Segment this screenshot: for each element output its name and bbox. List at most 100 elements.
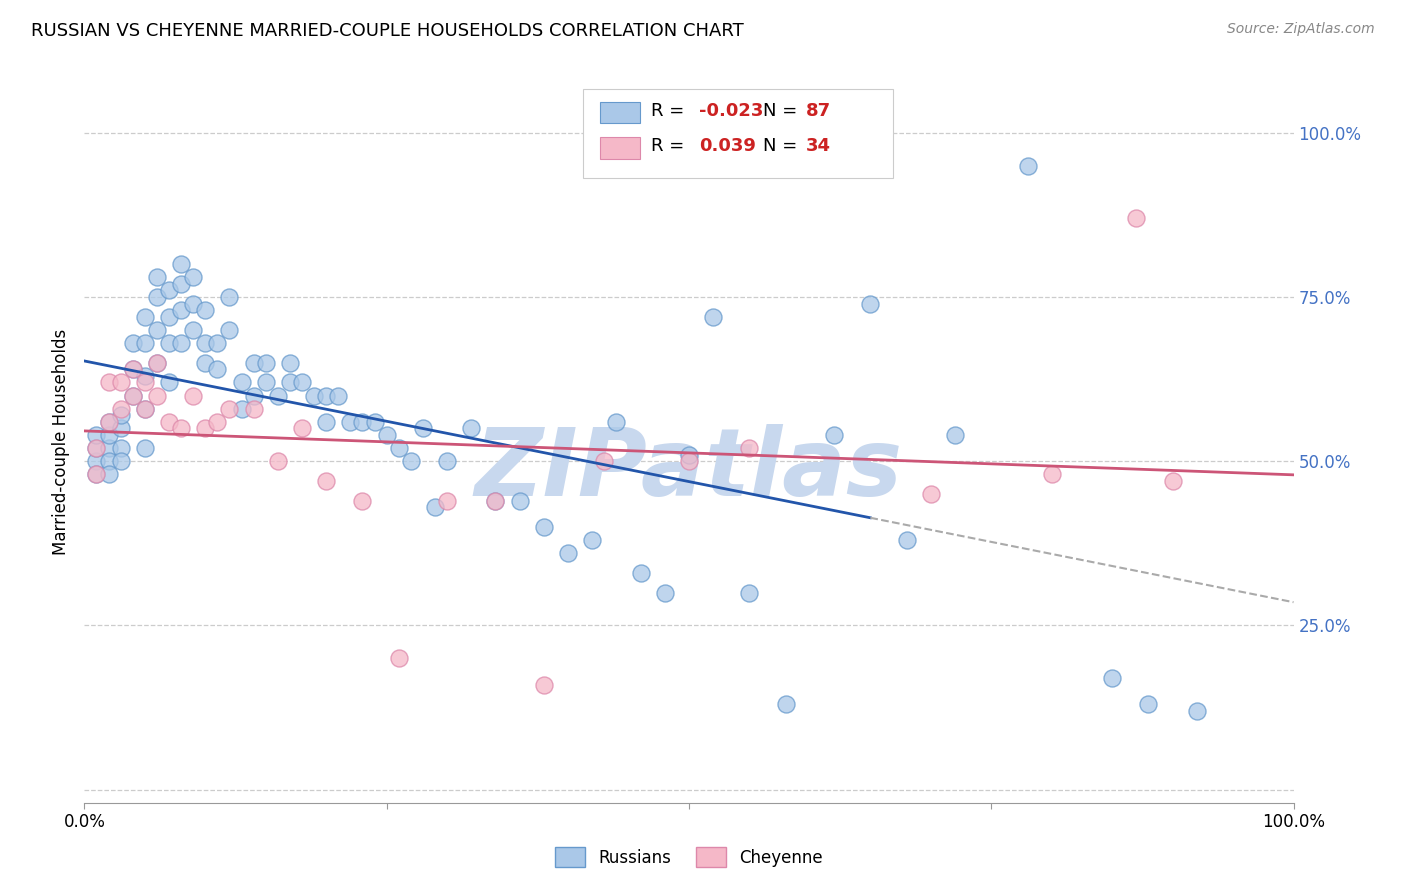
Point [678,454,700,468]
Point [194,356,217,370]
Text: -0.023: -0.023 [699,102,763,120]
Point [194,303,217,318]
Text: N =: N = [763,137,803,155]
Point [134,401,156,416]
Point [375,428,398,442]
Point [157,336,180,351]
Point [412,421,434,435]
Point [484,493,506,508]
Point [146,290,169,304]
Point [581,533,603,547]
Point [170,277,193,291]
Point [242,401,264,416]
Point [315,415,337,429]
Text: RUSSIAN VS CHEYENNE MARRIED-COUPLE HOUSEHOLDS CORRELATION CHART: RUSSIAN VS CHEYENNE MARRIED-COUPLE HOUSE… [31,22,744,40]
Point [302,388,325,402]
Point [97,441,120,455]
Point [134,441,156,455]
Point [86,428,108,442]
Point [242,356,264,370]
Point [484,493,506,508]
Point [399,454,422,468]
Point [86,441,108,455]
Point [97,428,120,442]
Point [943,428,966,442]
Point [1040,467,1063,482]
Text: 34: 34 [806,137,831,155]
Point [1017,159,1039,173]
Text: N =: N = [763,102,803,120]
Point [146,356,169,370]
Point [146,388,169,402]
Point [363,415,385,429]
Point [157,284,180,298]
Point [86,467,108,482]
Point [352,493,374,508]
Text: Source: ZipAtlas.com: Source: ZipAtlas.com [1227,22,1375,37]
Point [157,415,180,429]
Point [315,388,337,402]
Text: R =: R = [651,102,690,120]
Point [207,415,229,429]
Point [170,257,193,271]
Legend: Russians, Cheyenne: Russians, Cheyenne [555,847,823,867]
Point [170,421,193,435]
Point [86,454,108,468]
Point [267,388,290,402]
Point [775,698,797,712]
Point [97,415,120,429]
Point [1101,671,1123,685]
Text: ZIPatlas: ZIPatlas [475,425,903,516]
Point [1185,704,1208,718]
Point [194,421,217,435]
Point [170,336,193,351]
Point [194,336,217,351]
Point [134,336,156,351]
Point [654,585,676,599]
Point [146,356,169,370]
Point [121,362,143,376]
Point [134,368,156,383]
Point [254,376,277,390]
Point [86,467,108,482]
Point [110,376,132,390]
Point [678,448,700,462]
Point [231,376,253,390]
Point [630,566,652,580]
Point [146,270,169,285]
Point [291,376,314,390]
Point [702,310,724,324]
Point [97,454,120,468]
Point [920,487,942,501]
Point [328,388,350,402]
Point [823,428,845,442]
Point [97,415,120,429]
Point [388,441,411,455]
Point [181,296,204,310]
Point [509,493,531,508]
Point [207,362,229,376]
Point [121,388,143,402]
Point [1161,474,1184,488]
Point [859,296,882,310]
Text: R =: R = [651,137,690,155]
Point [134,310,156,324]
Point [436,454,458,468]
Point [207,336,229,351]
Point [896,533,918,547]
Point [339,415,361,429]
Point [231,401,253,416]
Point [738,585,761,599]
Point [110,421,132,435]
Point [97,376,120,390]
Text: 0.039: 0.039 [699,137,755,155]
Point [218,323,240,337]
Point [1137,698,1160,712]
Point [593,454,616,468]
Point [533,677,555,691]
Point [110,454,132,468]
Point [181,323,204,337]
Point [121,336,143,351]
Point [110,401,132,416]
Point [181,270,204,285]
